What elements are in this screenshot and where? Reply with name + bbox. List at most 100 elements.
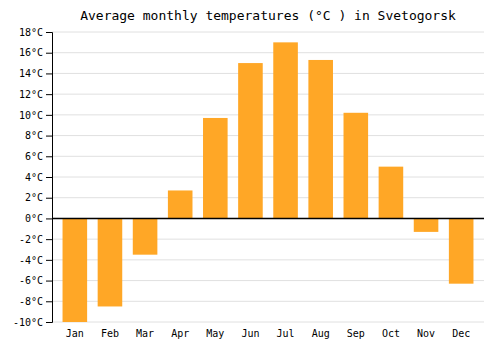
y-tick-mark xyxy=(46,115,52,116)
y-tick: 4°C xyxy=(25,172,52,183)
bar xyxy=(168,190,193,218)
x-tick: Mar xyxy=(136,328,154,339)
bar xyxy=(98,218,123,306)
y-tick-mark xyxy=(46,239,52,240)
bars xyxy=(63,42,474,322)
x-tick: Apr xyxy=(171,328,189,339)
x-tick: Nov xyxy=(417,328,435,339)
x-tick-label: Feb xyxy=(101,328,119,339)
x-tick: Sep xyxy=(347,328,365,339)
x-tick: Jun xyxy=(241,328,259,339)
x-tick-label: Sep xyxy=(347,328,365,339)
x-tick-label: Oct xyxy=(382,328,400,339)
bar xyxy=(379,167,404,219)
y-tick: 12°C xyxy=(19,89,52,100)
chart-container: -10°C -8°C -6°C -4°C -2°C 0°C 2°C 4°C 6°C 8°C 10°C… xyxy=(0,0,500,350)
y-tick-label: 12°C xyxy=(19,89,43,100)
y-axis-line xyxy=(46,33,53,323)
y-tick-label: -10°C xyxy=(13,317,43,328)
x-tick-label: Jan xyxy=(66,328,84,339)
y-tick-label: -8°C xyxy=(19,296,43,307)
y-tick: 14°C xyxy=(19,68,52,79)
grid-line xyxy=(52,177,484,178)
grid-line xyxy=(52,197,484,198)
y-tick-mark xyxy=(46,218,52,219)
x-tick: Jul xyxy=(277,328,295,339)
y-tick-mark xyxy=(46,156,52,157)
y-tick-mark xyxy=(46,53,52,54)
y-tick: 0°C xyxy=(25,213,52,224)
y-tick-label: -2°C xyxy=(19,234,43,245)
x-tick-label: Mar xyxy=(136,328,154,339)
bar xyxy=(344,113,369,219)
y-tick-label: 8°C xyxy=(25,130,43,141)
grid-line xyxy=(52,32,484,33)
x-tick-label: Nov xyxy=(417,328,435,339)
y-tick-label: 2°C xyxy=(25,192,43,203)
y-tick: 8°C xyxy=(25,130,52,141)
x-axis: Jan Feb Mar Apr May Jun Jul Aug Sep Oct Nov Dec xyxy=(66,328,470,339)
y-tick: 6°C xyxy=(25,151,52,162)
x-tick: Jan xyxy=(66,328,84,339)
x-tick-label: Dec xyxy=(452,328,470,339)
y-tick-mark xyxy=(46,73,52,74)
grid-line xyxy=(52,135,484,136)
y-tick-label: 0°C xyxy=(25,213,43,224)
grid-line xyxy=(52,156,484,157)
y-tick-mark xyxy=(46,136,52,137)
y-tick-label: 18°C xyxy=(19,27,43,38)
grid-line xyxy=(52,322,484,323)
y-tick-label: 4°C xyxy=(25,172,43,183)
grid xyxy=(52,32,484,322)
bar xyxy=(414,218,439,231)
y-tick-label: -6°C xyxy=(19,275,43,286)
x-tick-label: Aug xyxy=(312,328,330,339)
y-tick-mark xyxy=(46,281,52,282)
y-tick-label: -4°C xyxy=(19,255,43,266)
y-tick: -10°C xyxy=(13,317,52,328)
y-tick: -6°C xyxy=(19,275,52,286)
grid-line xyxy=(52,73,484,74)
x-tick-label: Apr xyxy=(171,328,189,339)
y-tick: -2°C xyxy=(19,234,52,245)
y-tick: 2°C xyxy=(25,192,52,203)
plot: -10°C -8°C -6°C -4°C -2°C 0°C 2°C 4°C 6°C 8°C 10°C… xyxy=(13,27,484,339)
y-tick-mark xyxy=(46,301,52,302)
title: Average monthly temperatures (°C ) in Sv… xyxy=(80,8,456,23)
y-tick: -8°C xyxy=(19,296,52,307)
chart-svg: -10°C -8°C -6°C -4°C -2°C 0°C 2°C 4°C 6°C 8°C 10°C… xyxy=(0,0,500,350)
x-tick: May xyxy=(206,328,224,339)
x-tick-label: May xyxy=(206,328,224,339)
bar xyxy=(273,42,298,218)
y-tick: -4°C xyxy=(19,255,52,266)
grid-line xyxy=(52,94,484,95)
y-tick-label: 16°C xyxy=(19,47,43,58)
x-tick: Aug xyxy=(312,328,330,339)
y-tick-label: 6°C xyxy=(25,151,43,162)
bar xyxy=(449,218,474,283)
y-tick-label: 14°C xyxy=(19,68,43,79)
bar xyxy=(238,63,263,218)
grid-line xyxy=(52,114,484,115)
y-tick: 16°C xyxy=(19,47,52,58)
y-tick: 18°C xyxy=(19,27,52,38)
x-tick-label: Jun xyxy=(241,328,259,339)
y-axis: -10°C -8°C -6°C -4°C -2°C 0°C 2°C 4°C 6°C 8°C 10°C… xyxy=(13,27,53,328)
bar xyxy=(308,60,333,218)
bar xyxy=(63,218,88,322)
y-tick-mark xyxy=(46,32,52,33)
y-tick-mark xyxy=(46,177,52,178)
x-tick: Oct xyxy=(382,328,400,339)
y-tick-mark xyxy=(46,260,52,261)
y-tick-mark xyxy=(46,322,52,323)
y-tick: 10°C xyxy=(19,110,52,121)
x-tick: Dec xyxy=(452,328,470,339)
grid-line xyxy=(52,52,484,53)
y-tick-label: 10°C xyxy=(19,110,43,121)
zero-line xyxy=(52,218,484,220)
bar xyxy=(133,218,158,254)
x-tick: Feb xyxy=(101,328,119,339)
y-tick-mark xyxy=(46,198,52,199)
grid-line xyxy=(52,218,484,219)
y-tick-mark xyxy=(46,94,52,95)
